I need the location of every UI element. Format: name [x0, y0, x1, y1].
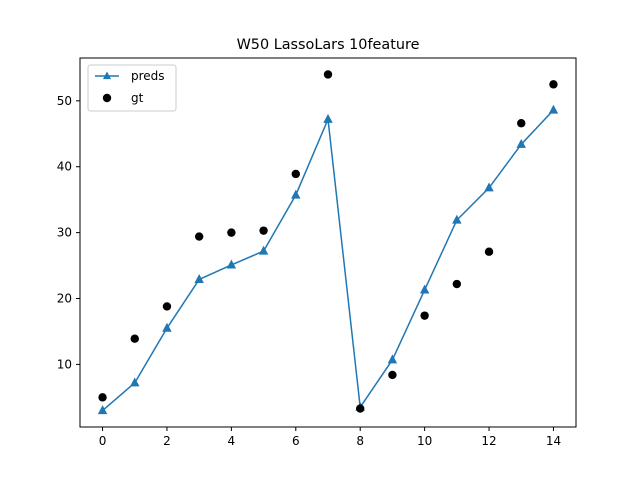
data-point-gt [549, 80, 558, 89]
x-tick-label: 12 [481, 434, 496, 448]
chart-title: W50 LassoLars 10feature [237, 37, 420, 53]
data-point-preds [194, 274, 204, 283]
data-point-preds [97, 405, 108, 415]
axes: 0 2 4 6 8 10 12 14 10 20 30 40 50 [57, 57, 577, 448]
x-tick-label: 10 [417, 434, 432, 448]
legend-marker-gt [102, 93, 112, 103]
data-point-preds [419, 284, 430, 294]
data-point-gt [388, 370, 397, 380]
data-point-preds [387, 354, 398, 364]
data-point-preds [291, 189, 301, 199]
data-point-gt [420, 311, 429, 320]
y-tick-label: 50 [57, 94, 72, 108]
legend-marker-preds [102, 71, 112, 80]
data-point-gt [452, 279, 462, 289]
data-point-preds [258, 245, 269, 255]
data-point-gt [259, 226, 268, 235]
series-layer [97, 70, 559, 415]
y-tick-label: 10 [57, 357, 72, 371]
legend-label-gt: gt [131, 91, 144, 105]
data-point-preds [516, 138, 526, 148]
plot-frame [79, 57, 577, 428]
data-point-gt [227, 228, 236, 237]
legend: preds gt [87, 64, 177, 112]
x-tick-label: 2 [163, 434, 171, 448]
data-point-preds [162, 322, 172, 332]
x-tick-label: 0 [99, 434, 107, 448]
data-point-gt [291, 169, 300, 179]
data-point-gt [194, 232, 204, 241]
data-point-preds [484, 182, 494, 192]
x-tick-label: 8 [356, 434, 364, 448]
data-point-preds [226, 259, 237, 269]
data-point-gt [323, 70, 333, 79]
data-point-gt [356, 404, 365, 413]
y-tick-label: 30 [57, 226, 72, 240]
data-point-preds [548, 104, 559, 114]
y-tick-label: 20 [57, 292, 72, 306]
data-point-preds [323, 113, 333, 123]
data-point-gt [98, 393, 107, 402]
x-tick-label: 6 [292, 434, 300, 448]
x-tick-label: 14 [546, 434, 561, 448]
y-tick-label: 40 [57, 160, 72, 174]
data-point-gt [130, 334, 139, 343]
data-point-preds [130, 377, 140, 387]
legend-label-preds: preds [131, 69, 165, 83]
data-point-gt [162, 302, 172, 311]
data-point-gt [484, 247, 494, 256]
x-tick-label: 4 [228, 434, 236, 448]
data-point-gt [517, 119, 526, 128]
data-point-preds [452, 214, 462, 224]
